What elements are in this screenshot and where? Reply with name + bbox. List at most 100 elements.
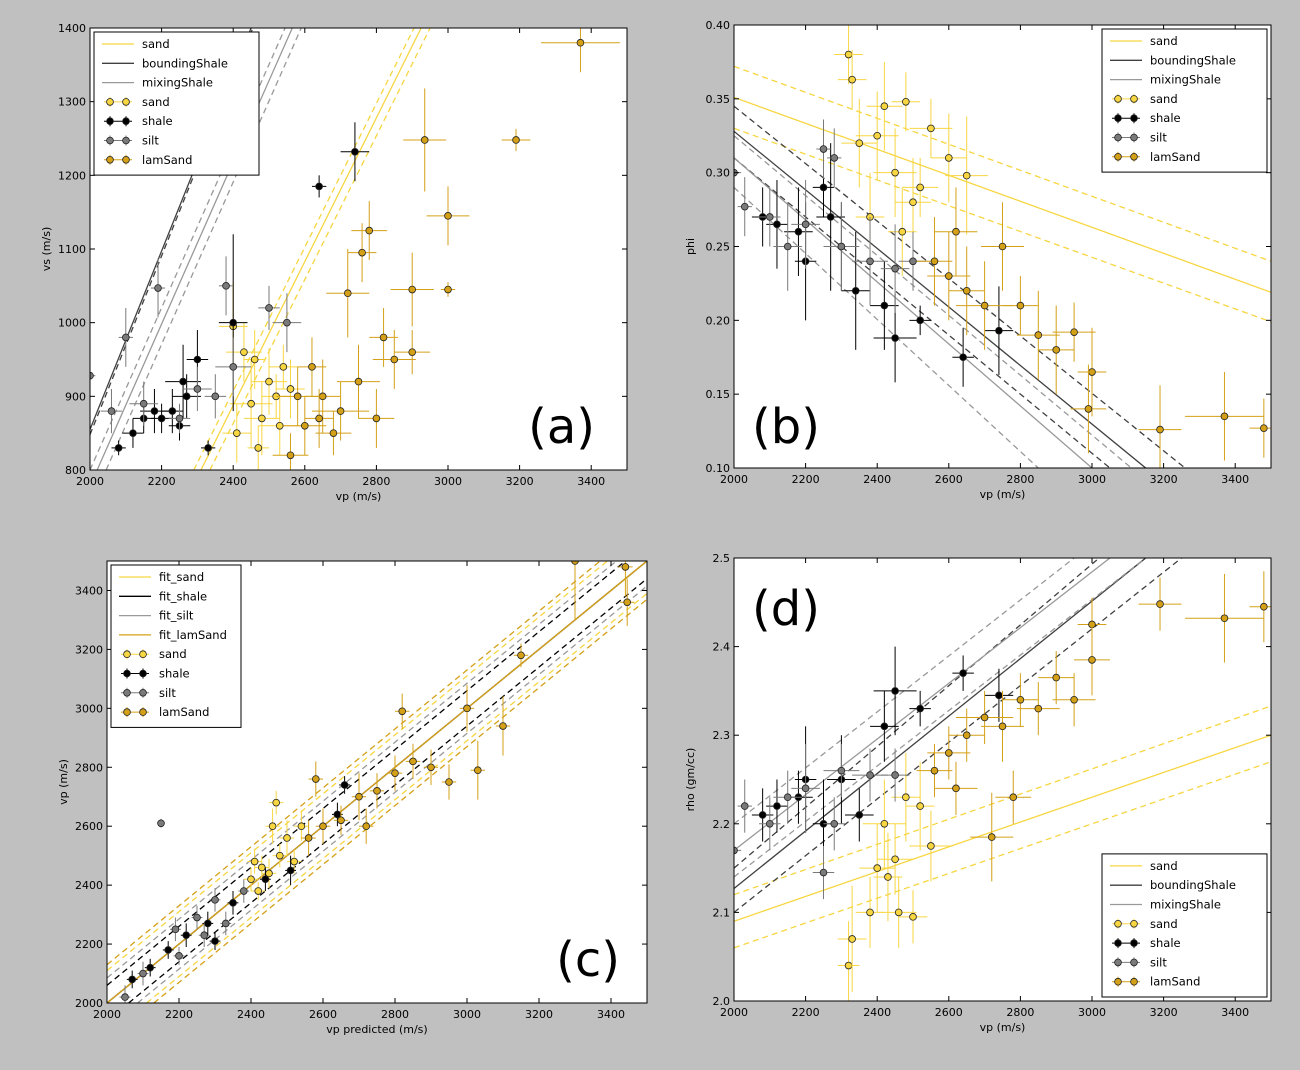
legend-label: mixingShale [142, 76, 213, 90]
marker [473, 766, 482, 775]
legend-entry: shale [1112, 936, 1181, 950]
marker [240, 887, 248, 895]
shale-point [126, 970, 138, 989]
silt-point [827, 128, 842, 188]
lamSand-point [372, 330, 416, 389]
sand-point [891, 752, 921, 842]
lamSand-point [387, 755, 403, 791]
marker [293, 392, 302, 401]
lamSand-point [311, 381, 370, 441]
legend-box [93, 31, 260, 176]
legend-marker-swatch [139, 688, 147, 697]
legend-marker-swatch [106, 117, 114, 125]
series-sand [243, 790, 309, 900]
legend-marker-swatch [139, 669, 147, 678]
legend-entry: shale [104, 114, 173, 128]
y-tick-label: 2.4 [713, 641, 731, 654]
lamSand-point [1070, 364, 1107, 454]
x-tick-label: 2800 [362, 475, 390, 488]
silt-point [880, 224, 910, 313]
silt-point [816, 119, 831, 179]
silt-point [238, 879, 250, 903]
marker [229, 363, 238, 371]
legend-entry: boundingShale [102, 56, 228, 70]
marker [830, 819, 839, 828]
panel-a: 2000 2200 2400 2600 2800 3000 3200 3400 800 900 10… [40, 22, 628, 503]
marker [962, 286, 971, 295]
lamSand-point [272, 433, 309, 470]
lamSand-point [1038, 651, 1075, 705]
marker [154, 284, 162, 292]
shale-point [144, 958, 156, 977]
silt-point [204, 374, 227, 419]
marker [959, 353, 967, 362]
marker [354, 377, 363, 386]
line-mixingShale_lo [105, 28, 302, 470]
lamSand-point [470, 740, 485, 800]
silt-point [129, 381, 159, 426]
marker [193, 385, 202, 393]
shale-point [984, 286, 1014, 375]
legend-entry: fit_silt [119, 609, 194, 623]
legend-label: shale [1150, 936, 1181, 950]
marker [1052, 346, 1060, 354]
legend-entry: lamSand [1112, 150, 1200, 164]
legend-marker-swatch [139, 650, 147, 658]
shale-point [841, 231, 871, 350]
x-tick-label: 3200 [1150, 473, 1178, 486]
sand-point [243, 330, 266, 389]
x-tick-label: 2800 [1006, 473, 1034, 486]
lamSand-point [459, 684, 475, 732]
marker [916, 316, 924, 325]
shale-point [311, 175, 327, 198]
x-tick-label: 3200 [1150, 1006, 1178, 1019]
y-tick-label: 1100 [58, 243, 86, 256]
shale-point [285, 855, 296, 886]
x-tick-label: 2200 [165, 1008, 193, 1021]
y-axis-label: rho (gm/cc) [684, 748, 697, 812]
y-tick-label: 3200 [75, 643, 103, 656]
silt-point [100, 388, 123, 434]
shale-point [870, 690, 899, 762]
x-axis-label: vp (m/s) [980, 1021, 1026, 1034]
y-axis-label: vp (m/s) [57, 759, 70, 805]
legend-label: sand [1150, 92, 1178, 106]
sand-point [909, 98, 953, 158]
marker [229, 318, 238, 327]
marker [995, 326, 1003, 335]
line-shale_hi [107, 561, 626, 986]
marker [944, 154, 953, 162]
x-tick-label: 3400 [577, 475, 605, 488]
marker [909, 257, 917, 266]
legend-marker-swatch [106, 98, 114, 106]
y-tick-label: 0.10 [706, 462, 731, 475]
y-tick-label: 3000 [75, 702, 103, 715]
marker [848, 75, 856, 84]
marker [571, 561, 579, 565]
legend-entry: lamSand [1112, 975, 1200, 989]
silt-point [157, 818, 165, 828]
marker [222, 919, 230, 928]
marker [329, 429, 338, 437]
line-mixingShale_lo [734, 558, 1147, 878]
marker [1016, 301, 1025, 310]
legend-marker-swatch [1130, 95, 1138, 103]
marker [182, 392, 191, 401]
silt-point [137, 961, 149, 986]
marker [517, 651, 525, 660]
silt-point [737, 779, 752, 833]
marker [390, 355, 399, 364]
silt-point [791, 180, 820, 269]
legend-entry: silt [121, 686, 176, 700]
marker [927, 124, 935, 133]
marker [1088, 656, 1096, 664]
marker [773, 802, 781, 810]
marker [891, 687, 899, 695]
marker [250, 857, 259, 866]
series-lamSand [916, 187, 1271, 468]
y-tick-label: 2.5 [713, 552, 731, 565]
marker [308, 363, 316, 371]
series-sand [834, 25, 989, 277]
marker [193, 913, 201, 922]
legend-box [1101, 28, 1268, 173]
